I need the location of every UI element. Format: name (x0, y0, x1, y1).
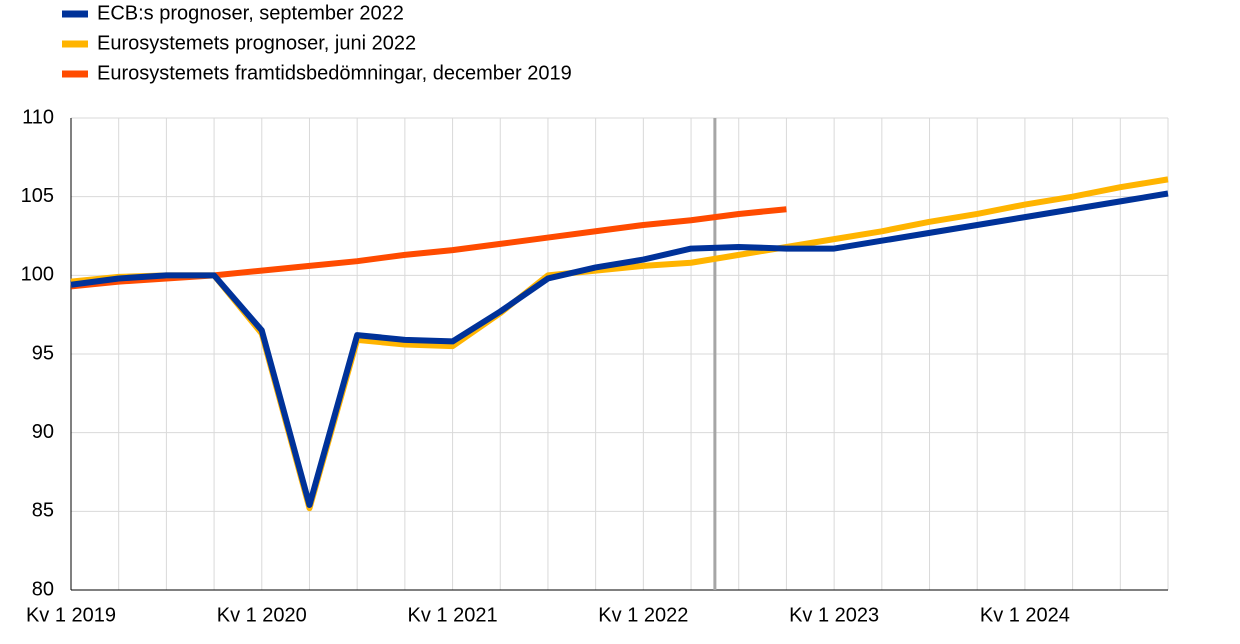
y-tick-label: 95 (32, 342, 54, 364)
x-tick-label: Kv 1 2024 (980, 604, 1070, 626)
y-tick-label: 80 (32, 578, 54, 600)
x-tick-label: Kv 1 2021 (408, 604, 498, 626)
y-tick-label: 85 (32, 500, 54, 522)
legend-label: Eurosystemets framtidsbedömningar, decem… (97, 62, 572, 84)
x-tick-label: Kv 1 2020 (217, 604, 307, 626)
y-tick-label: 90 (32, 421, 54, 443)
y-tick-label: 100 (21, 264, 54, 286)
series-line (70, 190, 1169, 509)
y-tick-label: 110 (22, 106, 54, 128)
y-tick-label: 105 (21, 185, 54, 207)
x-tick-label: Kv 1 2019 (26, 604, 116, 626)
legend-label: Eurosystemets prognoser, juni 2022 (97, 32, 416, 54)
x-tick-label: Kv 1 2022 (598, 604, 688, 626)
x-tick-label: Kv 1 2023 (789, 604, 879, 626)
legend-label: ECB:s prognoser, september 2022 (97, 2, 404, 24)
